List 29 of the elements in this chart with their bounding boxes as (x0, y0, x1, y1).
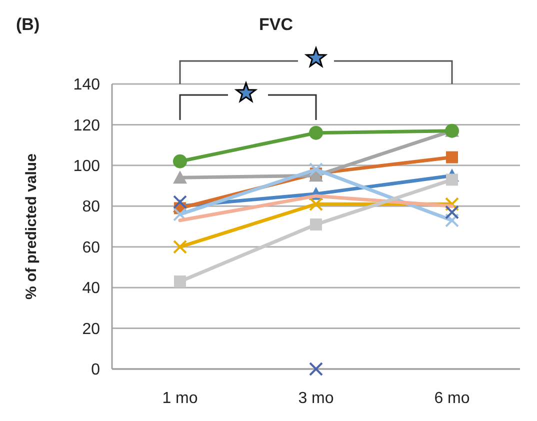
point (173, 207, 187, 222)
x-tick-label: 1 mo (162, 390, 198, 407)
x-tick-label: 3 mo (298, 390, 334, 407)
y-tick-label: 80 (82, 198, 100, 216)
point (173, 240, 187, 254)
point (173, 195, 187, 210)
point (445, 197, 459, 212)
point (309, 362, 323, 376)
point (173, 170, 187, 184)
y-tick-label: 140 (73, 76, 100, 94)
y-tick-label: 100 (73, 158, 100, 176)
text: (B) (16, 15, 40, 34)
y-axis-title: % of predicted value (23, 154, 40, 300)
y-tick-label: 20 (82, 320, 100, 338)
point (309, 126, 323, 140)
y-tick-label: 120 (73, 117, 100, 134)
y-tick-label: 0 (91, 362, 100, 379)
point (173, 154, 187, 168)
point (309, 197, 323, 212)
y-tick-label: 40 (82, 280, 100, 298)
y-tick-label: 60 (82, 239, 100, 256)
point (310, 218, 322, 230)
chart-title: FVC (259, 15, 293, 34)
point (445, 205, 459, 220)
x-tick-label: 6 mo (434, 390, 470, 407)
point (445, 213, 459, 228)
point (446, 151, 458, 164)
point (309, 162, 323, 176)
point (174, 275, 186, 288)
